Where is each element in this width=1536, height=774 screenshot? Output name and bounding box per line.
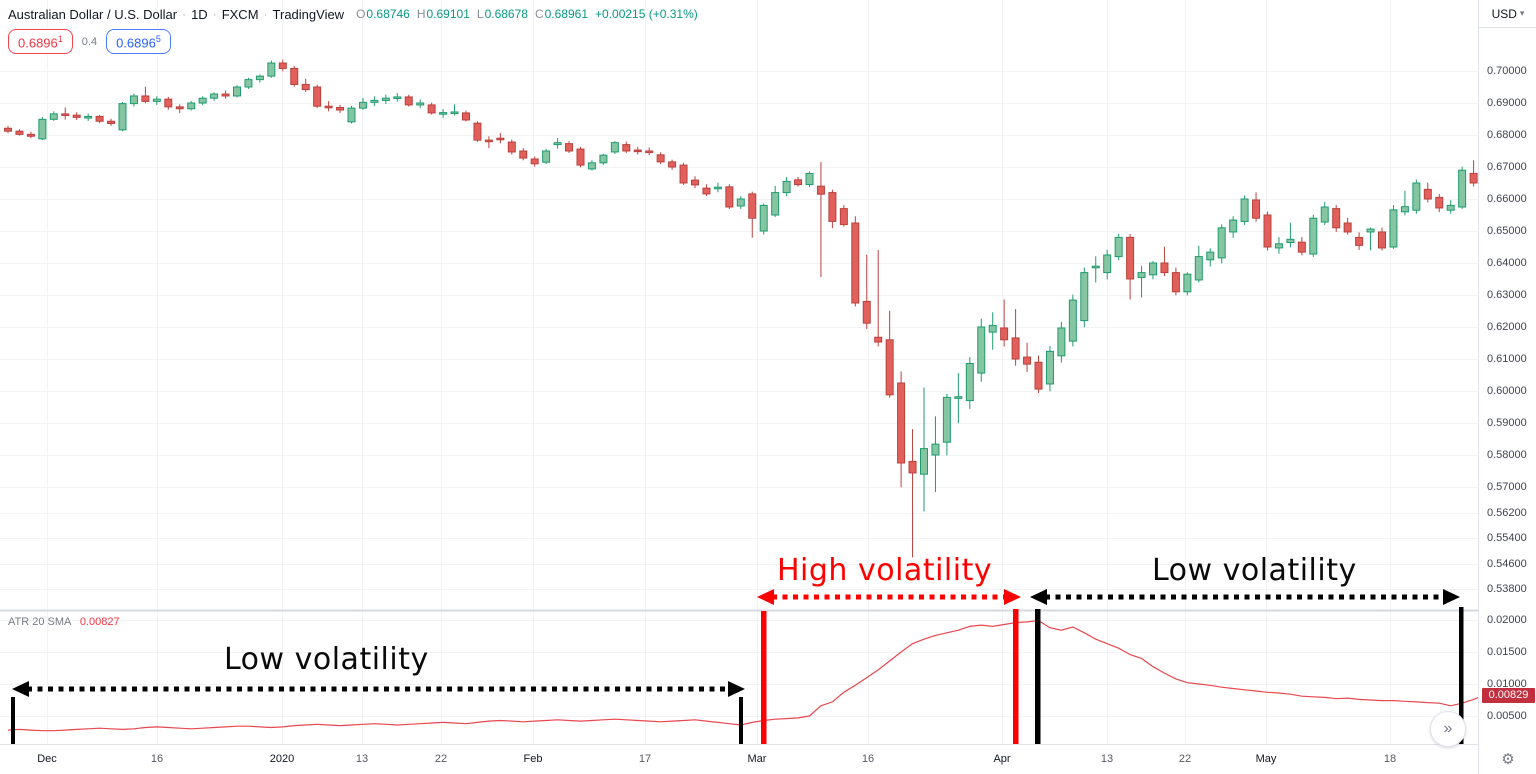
chart-legend-header[interactable]: Australian Dollar / U.S. Dollar · 1D · F… [8, 5, 698, 23]
volatility-marker-line [1035, 609, 1041, 749]
time-axis-label: Feb [523, 753, 543, 765]
time-axis-label: 22 [1178, 753, 1192, 765]
symbol-title[interactable]: Australian Dollar / U.S. Dollar [8, 6, 178, 22]
time-axis-label: 16 [150, 753, 164, 765]
spread-value: 0.4 [81, 35, 98, 48]
atr-axis-label: 0.01000 [1487, 678, 1527, 690]
annotation-low-volatility-left[interactable]: Low volatility [224, 642, 429, 677]
price-axis-label: 0.56200 [1487, 506, 1527, 519]
price-axis-label: 0.69000 [1487, 97, 1527, 109]
time-axis[interactable]: Dec 16 2020 13 22 Feb 17 Mar 16 Apr 13 22 May 18 [0, 744, 1478, 774]
ohlc-readout: O0.68746 H0.69101 L0.68678 C0.68961 +0.0… [356, 7, 698, 21]
atr-axis-label: 0.02000 [1487, 614, 1527, 626]
price-axis-label: 0.62000 [1487, 321, 1527, 333]
indicator-name: ATR 20 SMA [8, 616, 71, 628]
price-axis-label: 0.68000 [1487, 129, 1527, 141]
platform-label: TradingView [272, 6, 345, 22]
time-axis-label: 2020 [269, 753, 295, 765]
atr-axis-label: 0.00500 [1487, 710, 1527, 722]
gear-icon: ⚙ [1501, 751, 1515, 768]
volatility-marker-line [1013, 609, 1019, 750]
close-value: 0.68961 [544, 7, 589, 21]
price-axis-label: 0.65000 [1487, 225, 1527, 237]
open-value: 0.68746 [366, 7, 410, 21]
price-axis-label: 0.60000 [1487, 385, 1527, 397]
buy-button[interactable]: 0.68965 [106, 29, 171, 55]
indicator-legend[interactable]: ATR 20 SMA 0.00827 [8, 616, 120, 628]
price-axis-settings-button[interactable]: ⚙ [1479, 744, 1536, 774]
time-axis-label: Mar [747, 753, 767, 765]
double-chevron-right-icon: » [1443, 720, 1453, 737]
currency-dropdown[interactable]: USD ▾ [1479, 0, 1536, 28]
high-value: 0.69101 [426, 7, 470, 21]
price-axis-label: 0.63000 [1487, 289, 1527, 301]
volatility-marker-line [1459, 607, 1464, 746]
sell-button[interactable]: 0.68961 [8, 29, 73, 55]
volatility-marker-line [739, 697, 743, 748]
price-axis-label: 0.54600 [1487, 557, 1527, 570]
price-axis-label: 0.58000 [1487, 449, 1527, 461]
price-axis-label: 0.59000 [1487, 417, 1527, 429]
price-axis-label: 0.66000 [1487, 193, 1527, 205]
indicator-value: 0.00827 [79, 616, 120, 628]
volatility-marker-line [11, 697, 15, 748]
atr-last-value-badge: 0.00829 [1482, 687, 1535, 703]
separator-dot: · [263, 7, 268, 21]
annotation-high-volatility[interactable]: High volatility [777, 553, 993, 588]
price-axis-label: 0.55400 [1487, 532, 1527, 545]
time-axis-label: 13 [355, 753, 369, 765]
time-axis-label: May [1255, 753, 1277, 765]
separator-dot: · [182, 7, 187, 21]
price-axis-label: 0.61000 [1487, 353, 1527, 365]
time-axis-label: 17 [638, 753, 652, 765]
time-axis-label: Apr [993, 753, 1011, 765]
change-value: +0.00215 (+0.31%) [595, 7, 698, 21]
price-axis-label: 0.67000 [1487, 161, 1527, 173]
volatility-marker-line [761, 611, 767, 748]
separator-dot: · [212, 7, 217, 21]
chart-canvas[interactable] [0, 0, 1478, 774]
time-axis-label: Dec [37, 753, 57, 765]
scroll-to-latest-button[interactable]: » [1430, 711, 1466, 747]
price-axis-label: 0.53800 [1487, 583, 1527, 596]
atr-axis-label: 0.01500 [1487, 646, 1527, 658]
interval-label[interactable]: 1D [191, 6, 208, 22]
price-axis-label: 0.57000 [1487, 481, 1527, 493]
price-axis-label: 0.70000 [1487, 65, 1527, 77]
time-axis-label: 16 [861, 753, 875, 765]
time-axis-label: 13 [1100, 753, 1114, 765]
exchange-label: FXCM [221, 6, 259, 22]
annotation-low-volatility-right[interactable]: Low volatility [1152, 553, 1357, 588]
time-axis-label: 18 [1383, 753, 1397, 765]
bid-ask-panel: 0.68961 0.4 0.68965 [8, 29, 171, 55]
time-axis-label: 22 [434, 753, 448, 765]
price-axis[interactable]: USD ▾ 0.70000 0.69000 0.68000 0.67000 0.66000… [1478, 0, 1536, 774]
price-axis-label: 0.64000 [1487, 257, 1527, 269]
chevron-down-icon: ▾ [1519, 8, 1525, 18]
low-value: 0.68678 [484, 7, 528, 21]
